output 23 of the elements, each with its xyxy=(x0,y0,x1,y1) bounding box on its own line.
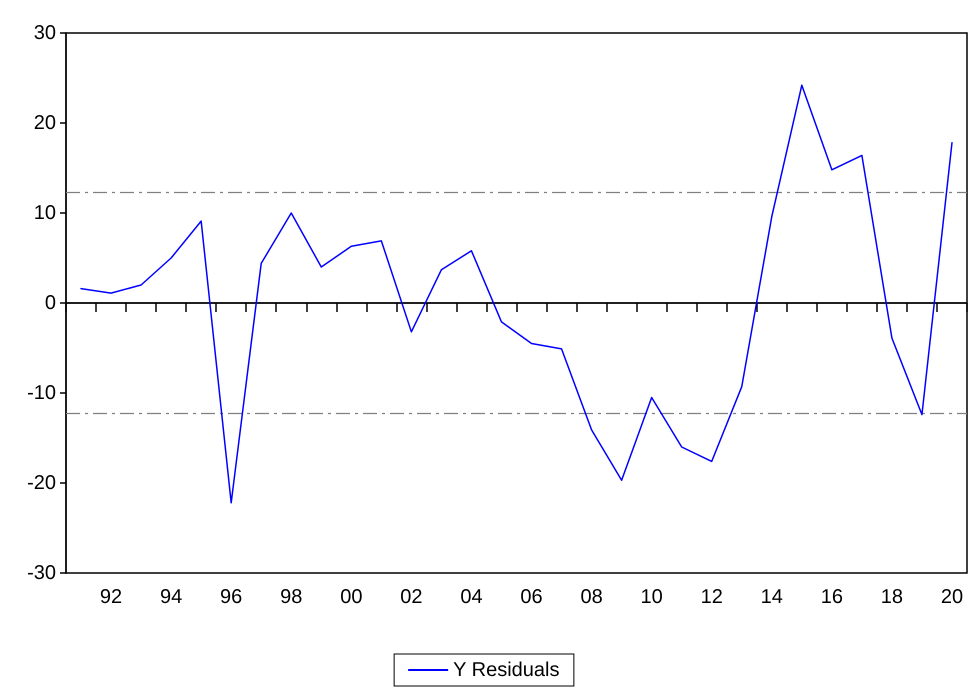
y-tick-label: 30 xyxy=(34,22,56,44)
x-tick-label: 00 xyxy=(340,586,362,608)
legend-label: Y Residuals xyxy=(453,659,560,681)
x-tick-label: 12 xyxy=(700,586,723,608)
x-tick-label: 18 xyxy=(880,586,904,608)
x-tick-label: 16 xyxy=(820,586,843,608)
x-tick-label: 14 xyxy=(760,586,783,608)
y-tick-label: 20 xyxy=(34,112,56,134)
y-tick-label: 10 xyxy=(34,202,56,224)
x-tick-label: 20 xyxy=(940,586,964,608)
x-tick-label: 98 xyxy=(280,586,302,608)
x-tick-label: 06 xyxy=(520,586,543,608)
y-tick-label: -20 xyxy=(27,472,56,494)
x-tick-label: 94 xyxy=(160,586,182,608)
x-tick-label: 96 xyxy=(220,586,242,608)
x-tick-label: 10 xyxy=(640,586,663,608)
x-tick-label: 92 xyxy=(100,586,122,608)
x-tick-label: 02 xyxy=(400,586,423,608)
y-tick-label: -30 xyxy=(27,562,56,584)
y-tick-label: 0 xyxy=(44,292,56,314)
x-tick-label: 04 xyxy=(460,586,483,608)
y-tick-label: -10 xyxy=(27,382,56,404)
x-tick-label: 08 xyxy=(580,586,603,608)
